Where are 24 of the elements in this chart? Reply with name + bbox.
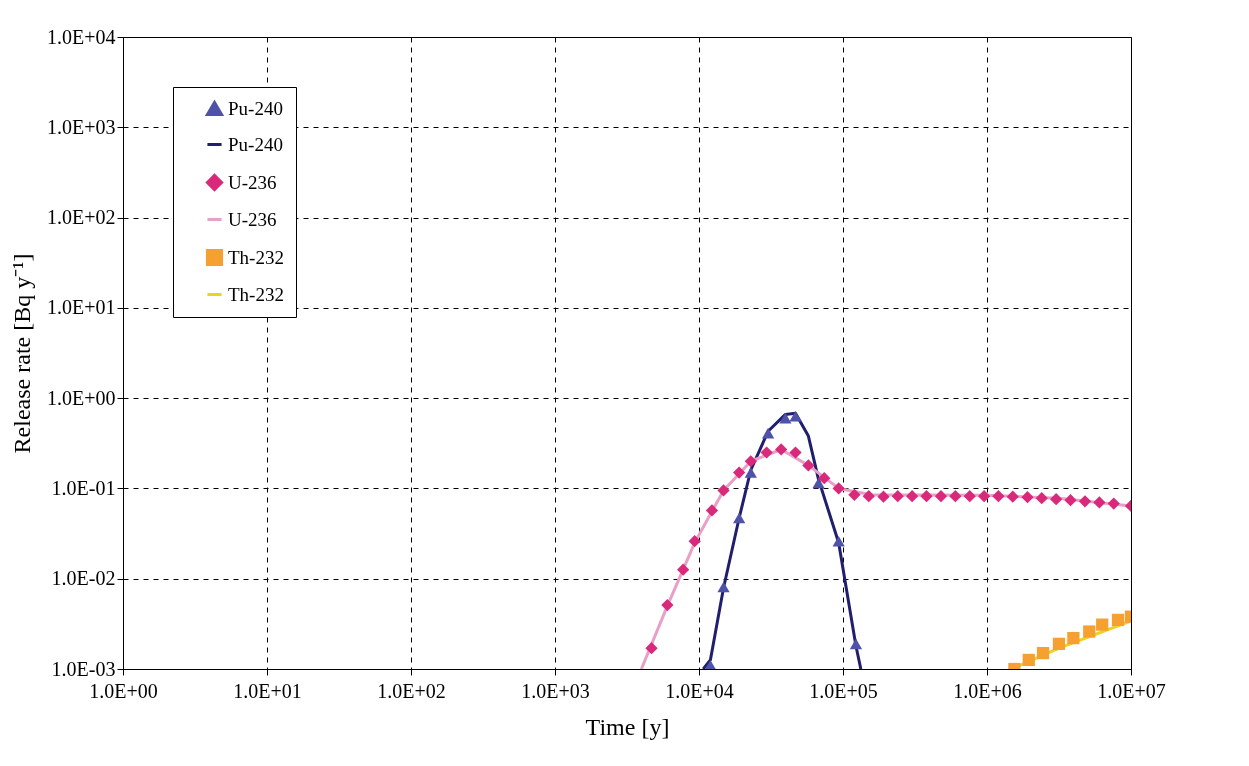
x-tick-label: 1.0E+01 <box>233 679 302 702</box>
y-tick-label: 1.0E+01 <box>47 296 116 319</box>
x-tick-label: 1.0E+04 <box>665 679 734 702</box>
y-tick-label: 1.0E-02 <box>51 567 116 590</box>
x-tick-label: 1.0E+05 <box>809 679 878 702</box>
y-axis-title: Release rate [Bq y⁻¹] <box>9 253 35 454</box>
x-tick-label: 1.0E+02 <box>377 679 446 702</box>
x-tick-label: 1.0E+07 <box>1097 679 1166 702</box>
x-tick-label: 1.0E+00 <box>89 679 158 702</box>
legend-label: Th-232 <box>228 283 284 305</box>
legend-label: Pu-240 <box>228 97 283 119</box>
x-tick-label: 1.0E+03 <box>521 679 590 702</box>
legend-label: U-236 <box>228 171 277 193</box>
legend-label: U-236 <box>228 208 277 230</box>
y-tick-label: 1.0E+03 <box>47 115 116 138</box>
legend-label: Pu-240 <box>228 133 283 155</box>
legend-label: Th-232 <box>228 246 284 268</box>
y-tick-label: 1.0E-03 <box>51 657 116 680</box>
x-tick-label: 1.0E+06 <box>953 679 1022 702</box>
y-tick-label: 1.0E+02 <box>47 206 116 229</box>
y-tick-label: 1.0E+04 <box>47 25 116 48</box>
y-tick-label: 1.0E-01 <box>51 476 116 499</box>
x-axis-title: Time [y] <box>585 713 670 740</box>
y-tick-label: 1.0E+00 <box>47 386 116 409</box>
